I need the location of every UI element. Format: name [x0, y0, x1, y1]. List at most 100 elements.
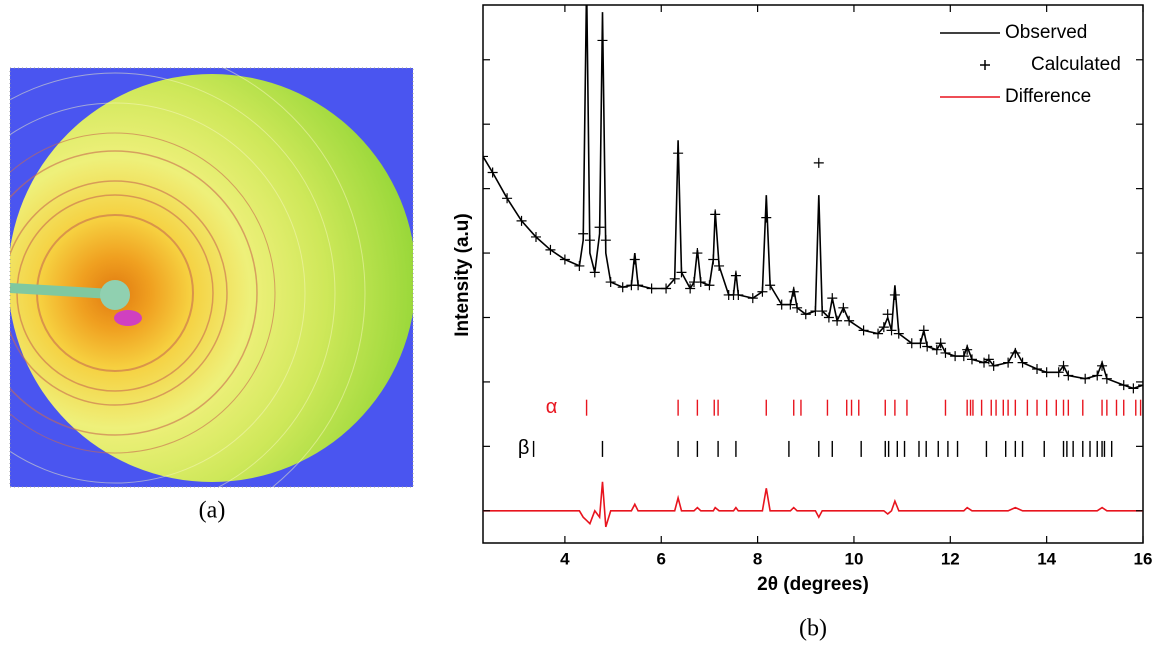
phase-label: β [518, 437, 530, 459]
calc-marker [685, 283, 696, 294]
plot-frame [482, 4, 1144, 544]
calc-marker [838, 302, 849, 313]
calc-marker [661, 283, 672, 294]
calc-marker [673, 148, 684, 159]
calc-marker [761, 212, 772, 223]
calc-marker [915, 338, 926, 349]
calc-marker [1138, 380, 1143, 391]
calc-marker [966, 354, 977, 365]
phase-label: α [546, 396, 558, 418]
calc-marker [1003, 357, 1014, 368]
calc-marker [600, 235, 611, 246]
calc-marker [1080, 373, 1091, 384]
series-line [483, 481, 1143, 528]
calc-marker [785, 299, 796, 310]
calc-marker [1053, 367, 1064, 378]
caption: (b) [799, 616, 827, 642]
calc-marker [695, 277, 706, 288]
calc-marker [747, 293, 758, 304]
calc-marker [800, 309, 811, 320]
calc-marker [958, 351, 969, 362]
legend-label: Difference [1005, 86, 1091, 107]
calc-marker [889, 289, 900, 300]
calc-marker [765, 280, 776, 291]
calc-marker [893, 328, 904, 339]
calc-marker [516, 215, 527, 226]
calc-marker [708, 254, 719, 265]
calc-marker [940, 347, 951, 358]
calc-marker [918, 325, 929, 336]
calc-marker [878, 322, 889, 333]
calc-marker [776, 299, 787, 310]
x-tick-label: 14 [1037, 549, 1056, 568]
calc-marker [1118, 380, 1129, 391]
calc-marker [629, 254, 640, 265]
calc-marker [1041, 367, 1052, 378]
x-tick-label: 8 [753, 549, 762, 568]
calc-marker [704, 280, 715, 291]
x-axis-label: 2θ (degrees) [757, 574, 869, 595]
legend-marker [980, 60, 990, 70]
calc-marker [714, 260, 725, 271]
calc-marker [1092, 370, 1103, 381]
detector-frame [9, 67, 414, 488]
calc-marker [692, 248, 703, 259]
calc-marker [988, 360, 999, 371]
calc-marker [882, 309, 893, 320]
legend-label: Observed [1005, 22, 1087, 43]
calc-marker [935, 338, 946, 349]
calc-marker [827, 293, 838, 304]
calc-marker [584, 235, 595, 246]
calc-marker [788, 286, 799, 297]
calc-marker [605, 277, 616, 288]
calc-marker [1097, 360, 1108, 371]
calc-marker [817, 306, 828, 317]
calc-marker [813, 157, 824, 168]
x-tick-label: 12 [941, 549, 960, 568]
calc-marker [676, 267, 687, 278]
calc-marker [487, 167, 498, 178]
calc-marker [589, 267, 600, 278]
calc-marker [578, 228, 589, 239]
calc-marker [483, 151, 488, 162]
calc-marker [931, 344, 942, 355]
y-axis-label: Intensity (a.u) [452, 213, 473, 337]
x-tick-label: 10 [844, 549, 863, 568]
x-tick-label: 16 [1134, 549, 1153, 568]
calc-marker [906, 338, 917, 349]
calc-marker [1032, 364, 1043, 375]
calc-marker [950, 351, 961, 362]
calc-marker [669, 273, 680, 284]
calc-marker [792, 302, 803, 313]
x-tick-label: 4 [560, 549, 570, 568]
calc-marker [617, 282, 628, 293]
calc-marker [858, 325, 869, 336]
caption: (a) [199, 498, 226, 524]
calc-marker [633, 280, 644, 291]
calc-marker [502, 193, 513, 204]
plot-area [483, 5, 1143, 528]
calc-marker [922, 341, 933, 352]
calc-marker [1017, 357, 1028, 368]
calc-marker [530, 231, 541, 242]
calc-marker [585, 5, 588, 7]
calc-marker [844, 315, 855, 326]
calc-marker [1063, 370, 1074, 381]
calc-marker [983, 354, 994, 365]
calc-marker [1058, 360, 1069, 371]
calc-marker [545, 244, 556, 255]
calc-marker [646, 283, 657, 294]
detector-image [10, 68, 413, 487]
calc-marker [710, 209, 721, 220]
x-tick-label: 6 [657, 549, 666, 568]
calc-marker [594, 222, 605, 233]
calc-marker [873, 328, 884, 339]
calc-marker [823, 312, 834, 323]
calc-marker [886, 325, 897, 336]
calc-marker [730, 270, 741, 281]
calc-marker [1101, 373, 1112, 384]
calc-marker [832, 315, 843, 326]
calc-marker [1010, 347, 1021, 358]
calc-marker [733, 289, 744, 300]
